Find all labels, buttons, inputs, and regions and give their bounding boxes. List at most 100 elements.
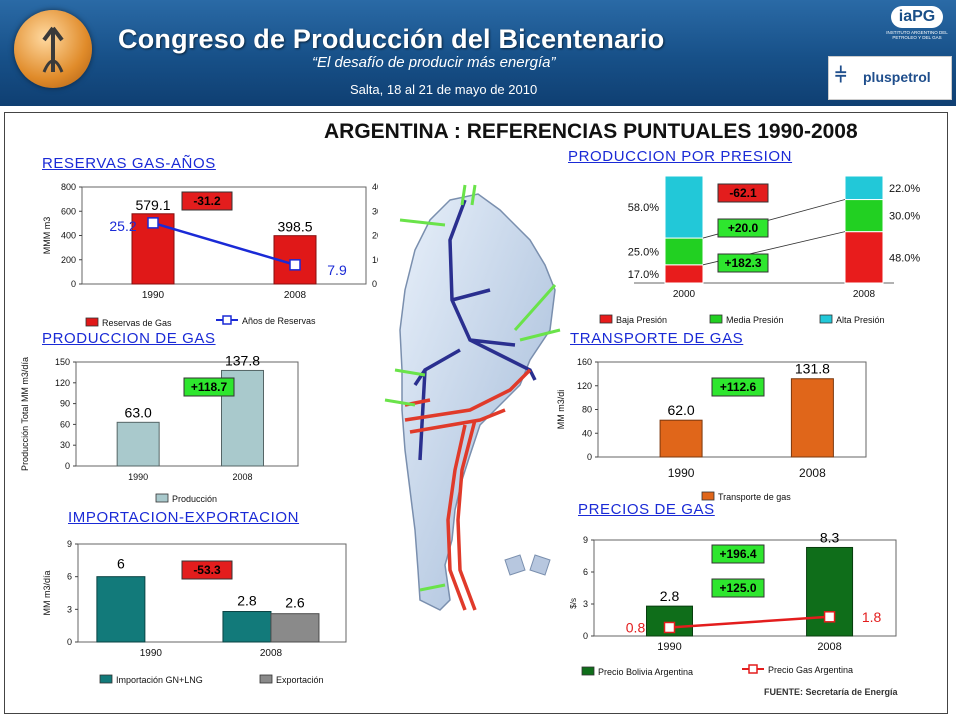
- source-note: FUENTE: Secretaría de Energía: [764, 687, 898, 697]
- presion-segment-2: [844, 175, 884, 201]
- iapg-logo-text: iaPG: [890, 6, 944, 28]
- precios-tick-label: 6: [583, 567, 588, 577]
- transporte-bar: [659, 419, 703, 458]
- presion-segment-label: 25.0%: [628, 246, 659, 258]
- content-frame: [4, 112, 948, 714]
- header-banner: Congreso de Producción del Bicentenario …: [0, 0, 956, 106]
- malvinas-islands: [504, 554, 551, 576]
- transporte-bar-label: 131.8: [795, 361, 830, 377]
- sponsor-name: pluspetrol: [863, 69, 931, 85]
- precios-annotation-argentina: +125.0: [719, 581, 756, 595]
- produccion-tick-label: 60: [60, 419, 70, 429]
- impexp-legend-import-swatch: [99, 674, 113, 684]
- presion-segment-2: [664, 175, 704, 239]
- transporte-annotation-box: [711, 377, 765, 397]
- precios-bar-label: 8.3: [820, 530, 840, 545]
- congress-subtitle: “El desafío de producir más energía”: [312, 54, 556, 71]
- presion-segment-label: 30.0%: [889, 211, 920, 223]
- reservas-ylabel: MMM m3: [42, 217, 52, 255]
- transporte-ylabel: MM m3/di: [556, 390, 566, 430]
- reservas-line: [152, 221, 296, 267]
- precios-legend-line: Precio Gas Argentina: [768, 665, 853, 675]
- transporte-tick-label: 120: [577, 381, 592, 391]
- reservas-right-tick-label: 0: [372, 279, 377, 289]
- precios-legend-line-marker: [748, 664, 758, 674]
- reservas-bar-label: 579.1: [135, 197, 170, 213]
- gas-pipelines-blue: [413, 199, 537, 461]
- iapg-caption: INSTITUTO ARGENTINO DEL PETROLEO Y DEL G…: [886, 30, 948, 40]
- precios-annotation-bolivia: +196.4: [719, 547, 756, 561]
- transporte-tick-label: 160: [577, 357, 592, 367]
- reservas-left-tick-label: 600: [61, 206, 76, 216]
- transporte-annotation: +112.6: [720, 380, 757, 394]
- presion-legend-2-swatch: [819, 314, 833, 324]
- impexp-bar-import: [96, 576, 146, 643]
- impexp-bar-label: 2.8: [237, 593, 257, 609]
- transporte-legend-swatch: [701, 491, 715, 501]
- gas-lines-green: [384, 184, 561, 592]
- iapg-logo: iaPG INSTITUTO ARGENTINO DEL PETROLEO Y …: [886, 4, 948, 50]
- reservas-left-tick-label: 0: [71, 279, 76, 289]
- presion-segment-label: 48.0%: [889, 252, 920, 264]
- presion-segment-label: 17.0%: [628, 269, 659, 281]
- impexp-category-label: 2008: [260, 648, 283, 659]
- impexp-annotation-box: [181, 560, 233, 580]
- precios-line-marker: [663, 621, 676, 634]
- produccion-bar: [116, 421, 160, 467]
- presion-annotation-media-box: [717, 218, 769, 238]
- impexp-bar-export: [270, 613, 320, 643]
- impexp-ylabel: MM m3/día: [42, 570, 52, 615]
- reservas-left-tick-label: 800: [61, 182, 76, 192]
- precios-bar: [806, 546, 854, 637]
- produccion-legend-swatch: [155, 493, 169, 503]
- gas-pipelines-red: [404, 368, 532, 611]
- produccion-tick-label: 90: [60, 399, 70, 409]
- reservas-line-marker: [147, 217, 159, 229]
- impexp-bar-label: 2.6: [285, 595, 305, 611]
- reservas-legend-line-marker: [222, 315, 232, 325]
- chart-title-import-export: IMPORTACION-EXPORTACION: [68, 509, 300, 526]
- presion-segment-label: 58.0%: [628, 202, 659, 214]
- impexp-legend-import: Importación GN+LNG: [116, 675, 203, 685]
- transporte-category-label: 2008: [799, 466, 826, 480]
- precios-bar-label: 2.8: [660, 588, 680, 604]
- presion-segment-1: [844, 199, 884, 233]
- impexp-legend-export-swatch: [259, 674, 273, 684]
- produccion-bar-label: 63.0: [125, 404, 152, 420]
- argentina-map: [384, 184, 561, 611]
- chart-import-export: 0 3 6 9 MM m3/día 6 1990 2.8 2.6 2008 -53.3 Importa…: [42, 539, 347, 685]
- produccion-annotation: +118.7: [191, 380, 228, 394]
- impexp-annotation: -53.3: [193, 563, 221, 577]
- precios-tick-label: 9: [583, 535, 588, 545]
- precios-line-label: 0.8: [626, 619, 646, 635]
- produccion-ylabel: Producción Total MM m3/día: [20, 357, 30, 471]
- precios-line-label: 1.8: [862, 609, 882, 625]
- chart-produccion-presion: 17.0% 25.0% 58.0% 2000 48.0% 30.0% 22.0% 2008 -6…: [599, 175, 920, 325]
- impexp-legend-export: Exportación: [276, 675, 324, 685]
- reservas-right-tick-label: 20: [372, 231, 378, 241]
- presion-legend-0: Baja Presión: [616, 315, 667, 325]
- reservas-legend-bars-swatch: [85, 317, 99, 327]
- congress-date: Salta, 18 al 21 de mayo de 2010: [350, 82, 538, 97]
- reservas-right-tick-label: 40: [372, 182, 378, 192]
- reservas-category-label: 1990: [142, 290, 165, 301]
- presion-legend-2: Alta Presión: [836, 315, 885, 325]
- precios-category-label: 2008: [817, 641, 841, 653]
- transporte-tick-label: 0: [587, 452, 592, 462]
- page-title: ARGENTINA : REFERENCIAS PUNTUALES 1990-2…: [324, 120, 858, 143]
- chart-title-presion: PRODUCCION POR PRESION: [568, 148, 793, 165]
- presion-annotation-media: +20.0: [728, 221, 759, 235]
- chart-title-reservas: RESERVAS GAS-AÑOS: [42, 155, 216, 172]
- impexp-tick-label: 9: [67, 539, 72, 549]
- reservas-left-tick-label: 200: [61, 255, 76, 265]
- presion-category-label: 2008: [853, 289, 876, 300]
- produccion-tick-label: 150: [55, 357, 70, 367]
- impexp-bar-import: [222, 611, 272, 643]
- impexp-tick-label: 6: [67, 572, 72, 582]
- presion-legend-0-swatch: [599, 314, 613, 324]
- chart-transporte: 0 40 80 120 160 MM m3/di 62.0 1990 131.8 2008 +112…: [556, 357, 867, 502]
- chart-title-precios: PRECIOS DE GAS: [578, 501, 715, 518]
- congress-logo: [14, 10, 92, 88]
- reservas-bar-label: 398.5: [277, 219, 312, 235]
- sponsor-logo: ⫩ pluspetrol: [828, 56, 952, 100]
